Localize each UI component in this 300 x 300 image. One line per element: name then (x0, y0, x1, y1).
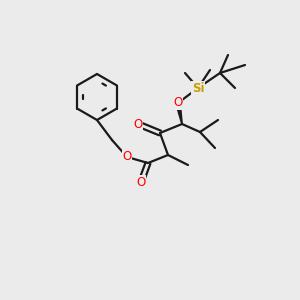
Text: O: O (173, 97, 183, 110)
Text: Si: Si (192, 82, 204, 94)
Text: O: O (122, 151, 132, 164)
Text: O: O (134, 118, 142, 130)
Text: O: O (136, 176, 146, 188)
Polygon shape (176, 103, 182, 124)
